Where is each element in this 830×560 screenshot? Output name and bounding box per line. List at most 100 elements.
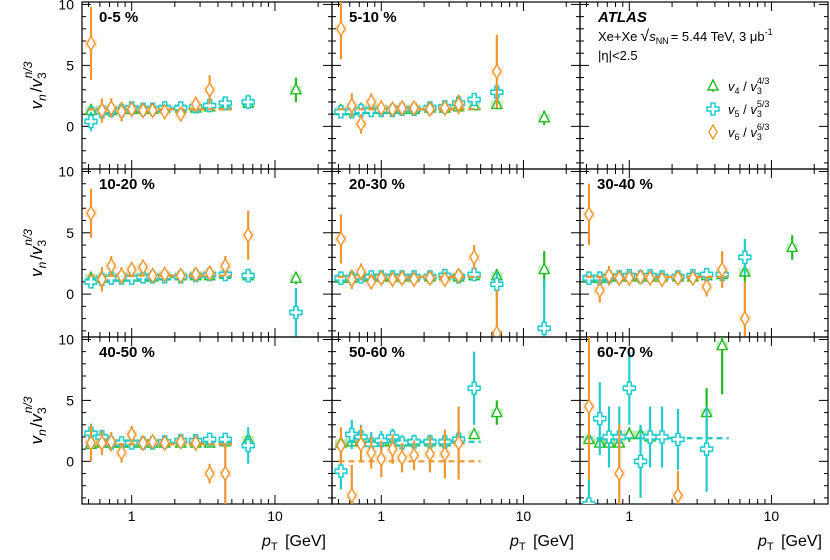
marker-v4 — [289, 270, 303, 283]
marker-v5 — [241, 95, 255, 109]
data-layer — [84, 423, 255, 504]
panel-1-0: 0 5 10 10-20 % — [58, 163, 333, 338]
marker-v6 — [147, 102, 158, 119]
marker-v6 — [190, 266, 201, 283]
marker-v5 — [345, 427, 359, 442]
marker-v6 — [453, 267, 464, 285]
marker-v6 — [220, 465, 231, 482]
marker-v6 — [425, 445, 435, 463]
marker-v6 — [717, 261, 727, 278]
marker-v5 — [633, 454, 648, 469]
x-tick-label: 1 — [377, 508, 385, 524]
marker-v6 — [584, 205, 594, 223]
marker-v5 — [655, 430, 669, 444]
panel-2-0: 0 5 10 1 10 40-50 % — [58, 331, 333, 524]
panel-frame — [331, 168, 581, 338]
y-axis-label: vn/v3n/3 — [21, 61, 49, 109]
panel-centrality-label: 5-10 % — [349, 9, 397, 26]
marker-v5 — [467, 267, 481, 282]
series-v6 — [84, 6, 232, 123]
panel-centrality-label: 30-40 % — [597, 176, 653, 193]
marker-v6 — [366, 444, 377, 462]
marker-v6 — [86, 204, 96, 222]
series-v6 — [334, 214, 503, 337]
marker-v6 — [346, 97, 357, 115]
x-tick-label: 10 — [267, 508, 283, 524]
marker-v5 — [602, 430, 616, 444]
marker-v6 — [440, 99, 450, 117]
marker-v6 — [220, 257, 231, 275]
marker-v6 — [159, 103, 170, 121]
panel-1-1: 20-30 % — [331, 168, 581, 338]
marker-v5 — [202, 432, 217, 447]
marker-v6 — [204, 81, 215, 99]
marker-v6 — [657, 270, 667, 288]
legend-marker-v5 — [706, 102, 720, 116]
atlas-label: ATLAS — [597, 9, 647, 26]
marker-v6 — [673, 269, 683, 287]
x-tick-label: 1 — [128, 508, 136, 524]
marker-v6 — [387, 440, 398, 458]
series-v6 — [84, 424, 232, 504]
marker-v6 — [409, 270, 419, 288]
marker-v6 — [397, 449, 407, 467]
marker-v5 — [241, 268, 255, 283]
legend-marker-v6 — [708, 123, 718, 141]
marker-v6 — [175, 267, 186, 285]
y-tick-label: 10 — [58, 331, 74, 347]
marker-v4 — [490, 405, 503, 418]
marker-v6 — [106, 99, 117, 117]
marker-v6 — [106, 433, 117, 451]
panel-1-2: 30-40 % — [579, 168, 829, 338]
panel-centrality-label: 50-60 % — [349, 344, 405, 361]
marker-v6 — [86, 434, 96, 452]
panel-centrality-label: 60-70 % — [597, 344, 653, 361]
marker-v6 — [604, 267, 614, 285]
y-tick-label: 10 — [58, 0, 74, 12]
marker-v6 — [387, 270, 398, 288]
y-tick-label: 0 — [66, 118, 74, 134]
y-tick-label: 0 — [66, 286, 74, 302]
data-layer — [334, 214, 551, 337]
marker-v6 — [366, 93, 377, 111]
legend-label: v6 / v36/3 — [728, 122, 769, 142]
marker-v6 — [614, 269, 625, 287]
series-v5 — [334, 83, 504, 119]
marker-v5 — [467, 381, 481, 395]
marker-v6 — [138, 102, 148, 119]
panel-frame — [331, 1, 581, 170]
marker-v6 — [673, 487, 683, 504]
marker-v6 — [688, 269, 698, 287]
marker-v4 — [716, 337, 729, 351]
data-layer — [334, 351, 503, 504]
legend-entries: v4 / v34/3 v5 / v35/3 v6 / v36/3 — [706, 76, 769, 142]
marker-v5 — [241, 438, 255, 453]
series-v6 — [582, 337, 684, 504]
marker-v6 — [116, 444, 127, 462]
marker-v6 — [86, 35, 96, 52]
series-v5 — [582, 351, 729, 504]
marker-v5 — [537, 321, 551, 336]
marker-v6 — [425, 100, 435, 118]
marker-v6 — [701, 278, 712, 296]
panel-2-2: 1 10 60-70 % — [579, 336, 829, 524]
marker-v5 — [289, 305, 303, 320]
panel-centrality-label: 20-30 % — [349, 176, 405, 193]
marker-v5 — [218, 96, 233, 110]
marker-v6 — [138, 434, 148, 452]
marker-v6 — [356, 115, 366, 133]
marker-v4 — [468, 426, 481, 440]
eta-cut-label: |η|<2.5 — [598, 48, 638, 63]
marker-v5 — [671, 432, 685, 447]
marker-v5 — [643, 430, 657, 444]
marker-v6 — [635, 268, 646, 286]
marker-v6 — [346, 270, 357, 288]
marker-v5 — [699, 442, 714, 456]
marker-v4 — [538, 110, 551, 123]
marker-v6 — [376, 269, 387, 287]
marker-v6 — [336, 230, 346, 248]
marker-v5 — [622, 381, 637, 395]
data-layer — [582, 337, 729, 504]
y-tick-label: 0 — [66, 453, 74, 469]
